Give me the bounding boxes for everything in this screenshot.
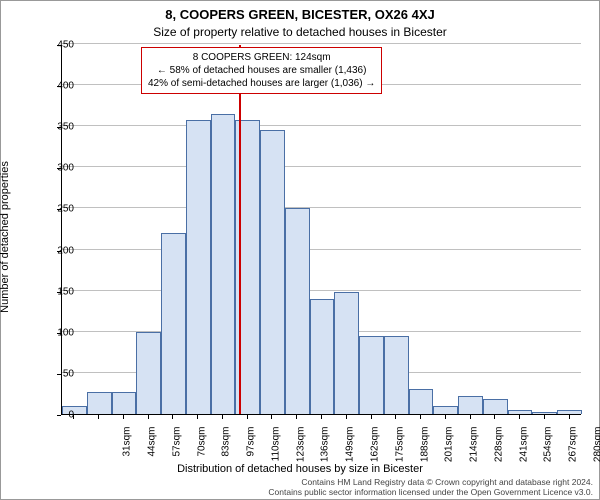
- x-tick-mark: [222, 415, 223, 419]
- annotation-line3: 42% of semi-detached houses are larger (…: [148, 77, 375, 90]
- histogram-bar: [557, 410, 582, 414]
- histogram-bar: [532, 412, 557, 414]
- y-tick-mark: [57, 168, 61, 169]
- x-tick-mark: [197, 415, 198, 419]
- histogram-bar: [409, 389, 434, 414]
- histogram-bar: [384, 336, 409, 414]
- x-tick-mark: [73, 415, 74, 419]
- chart-title-sub: Size of property relative to detached ho…: [1, 25, 599, 39]
- y-tick-mark: [57, 374, 61, 375]
- histogram-bar: [112, 392, 137, 414]
- y-axis-label: Number of detached properties: [0, 161, 11, 313]
- histogram-bar: [310, 299, 335, 414]
- x-tick-mark: [445, 415, 446, 419]
- histogram-bar: [186, 120, 211, 414]
- histogram-bar: [87, 392, 112, 414]
- x-tick-mark: [519, 415, 520, 419]
- x-tick-mark: [395, 415, 396, 419]
- x-tick-mark: [321, 415, 322, 419]
- histogram-bar: [508, 410, 533, 414]
- histogram-bar: [211, 114, 236, 414]
- x-tick-mark: [470, 415, 471, 419]
- footer-attribution: Contains HM Land Registry data © Crown c…: [268, 477, 593, 497]
- annotation-line1: 8 COOPERS GREEN: 124sqm: [148, 51, 375, 64]
- y-tick-mark: [57, 86, 61, 87]
- x-tick-mark: [544, 415, 545, 419]
- plot-area: [61, 45, 581, 415]
- gridline: [62, 166, 581, 167]
- annotation-box: 8 COOPERS GREEN: 124sqm ← 58% of detache…: [141, 47, 382, 94]
- x-tick-mark: [494, 415, 495, 419]
- y-tick-mark: [57, 333, 61, 334]
- y-tick-mark: [57, 415, 61, 416]
- x-axis-label: Distribution of detached houses by size …: [1, 463, 599, 475]
- chart-container: 8, COOPERS GREEN, BICESTER, OX26 4XJ Siz…: [0, 0, 600, 500]
- x-tick-mark: [247, 415, 248, 419]
- histogram-bar: [260, 130, 285, 414]
- x-tick-mark: [296, 415, 297, 419]
- histogram-bar: [359, 336, 384, 414]
- gridline: [62, 290, 581, 291]
- gridline: [62, 125, 581, 126]
- y-tick-mark: [57, 292, 61, 293]
- gridline: [62, 207, 581, 208]
- x-tick-mark: [98, 415, 99, 419]
- x-tick-mark: [346, 415, 347, 419]
- histogram-bar: [458, 396, 483, 414]
- x-tick-mark: [420, 415, 421, 419]
- marker-line: [239, 45, 241, 414]
- annotation-line2: ← 58% of detached houses are smaller (1,…: [148, 64, 375, 77]
- footer-line1: Contains HM Land Registry data © Crown c…: [268, 477, 593, 487]
- x-tick-mark: [371, 415, 372, 419]
- chart-title-main: 8, COOPERS GREEN, BICESTER, OX26 4XJ: [1, 7, 599, 22]
- x-tick-mark: [172, 415, 173, 419]
- y-tick-mark: [57, 127, 61, 128]
- gridline: [62, 43, 581, 44]
- y-tick-mark: [57, 209, 61, 210]
- x-tick-mark: [123, 415, 124, 419]
- x-tick-mark: [271, 415, 272, 419]
- gridline: [62, 249, 581, 250]
- x-tick-mark: [148, 415, 149, 419]
- histogram-bar: [161, 233, 186, 414]
- footer-line2: Contains public sector information licen…: [268, 487, 593, 497]
- y-tick-mark: [57, 251, 61, 252]
- histogram-bar: [285, 208, 310, 414]
- histogram-bar: [483, 399, 508, 414]
- histogram-bar: [334, 292, 359, 414]
- x-tick-mark: [569, 415, 570, 419]
- y-tick-mark: [57, 45, 61, 46]
- histogram-bar: [136, 332, 161, 414]
- histogram-bar: [433, 406, 458, 414]
